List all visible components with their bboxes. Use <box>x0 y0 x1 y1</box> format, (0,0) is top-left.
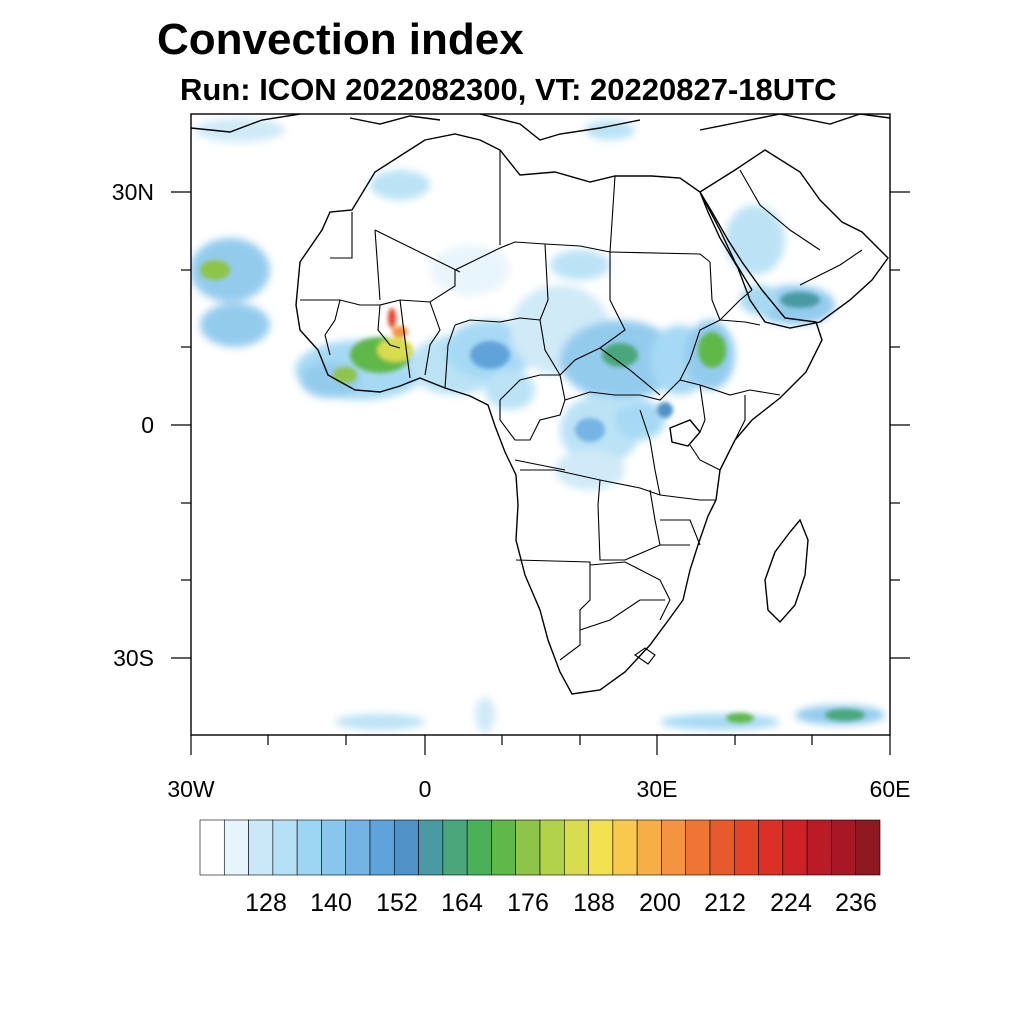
colorbar-swatch <box>248 819 274 876</box>
colorbar-swatch <box>321 819 347 876</box>
colorbar-label: 140 <box>310 889 352 917</box>
colorbar-label: 188 <box>573 889 615 917</box>
colorbar-swatch <box>418 819 444 876</box>
colorbar-swatch <box>539 819 565 876</box>
colorbar-swatch <box>442 819 468 876</box>
colorbar-swatch <box>612 819 638 876</box>
colorbar-swatch <box>855 819 881 876</box>
colorbar <box>199 819 881 876</box>
colorbar-label: 164 <box>441 889 483 917</box>
colorbar-swatch <box>369 819 395 876</box>
colorbar-swatch <box>466 819 492 876</box>
colorbar-label: 200 <box>639 889 681 917</box>
colorbar-swatch <box>199 819 225 876</box>
lon-label-60e: 60E <box>869 776 911 802</box>
axis-ticks <box>171 191 910 755</box>
colorbar-swatch <box>685 819 711 876</box>
colorbar-swatch <box>563 819 589 876</box>
map-subtitle: Run: ICON 2022082300, VT: 20220827-18UTC <box>180 72 837 107</box>
colorbar-swatch <box>272 819 298 876</box>
country-borders <box>300 150 863 665</box>
colorbar-label: 212 <box>704 889 746 917</box>
lon-label-30e: 30E <box>636 776 678 802</box>
colorbar-swatch <box>758 819 784 876</box>
colorbar-label: 152 <box>376 889 418 917</box>
colorbar-swatch <box>515 819 541 876</box>
colorbar-label: 128 <box>245 889 287 917</box>
colorbar-swatch <box>588 819 614 876</box>
convection-field <box>191 118 885 733</box>
lon-label-0: 0 <box>418 776 432 802</box>
coastlines <box>191 114 890 695</box>
colorbar-swatch <box>636 819 662 876</box>
map-title: Convection index <box>157 15 524 64</box>
colorbar-swatch <box>782 819 808 876</box>
colorbar-swatch <box>831 819 857 876</box>
colorbar-swatch <box>223 819 249 876</box>
colorbar-label: 176 <box>507 889 549 917</box>
colorbar-label: 236 <box>835 889 877 917</box>
colorbar-swatch <box>345 819 371 876</box>
plot-area <box>191 114 890 735</box>
lon-label-30w: 30W <box>167 776 215 802</box>
lat-label-0: 0 <box>141 412 154 438</box>
colorbar-swatch <box>296 819 322 876</box>
colorbar-swatch <box>709 819 735 876</box>
lat-label-30s: 30S <box>113 645 154 671</box>
colorbar-swatch <box>393 819 419 876</box>
colorbar-swatch <box>491 819 517 876</box>
lat-label-30n: 30N <box>111 179 154 205</box>
colorbar-swatch <box>806 819 832 876</box>
colorbar-swatch <box>733 819 759 876</box>
colorbar-swatch <box>661 819 687 876</box>
colorbar-label: 224 <box>770 889 812 917</box>
